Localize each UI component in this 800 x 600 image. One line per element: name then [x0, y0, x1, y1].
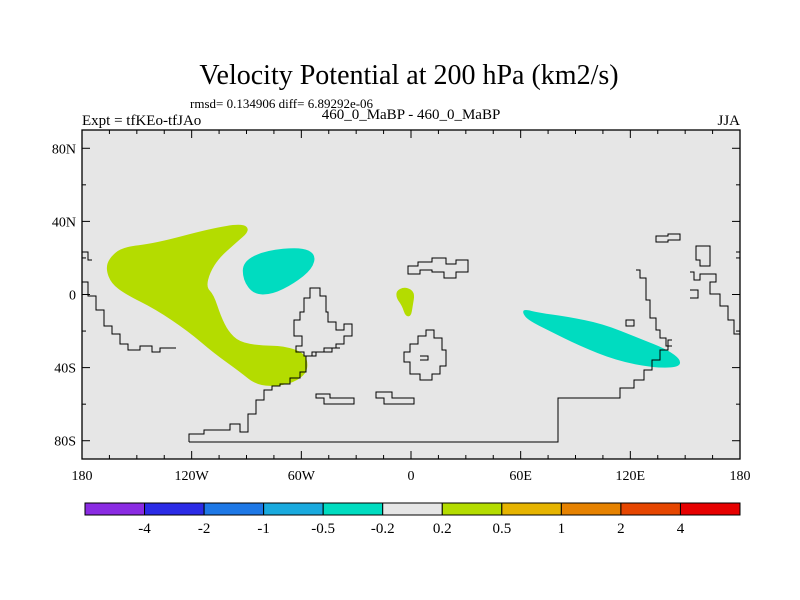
colorbar-label: -0.5 [311, 521, 335, 537]
colorbar-swatch [382, 502, 443, 516]
y-tick-label: 0 [69, 289, 76, 304]
colorbar-label: -0.2 [371, 521, 395, 537]
stats-text: rmsd= 0.134906 diff= 6.89292e-06 [190, 96, 374, 111]
x-axis: 180 120W 60W 0 60E 120E 180 [72, 130, 751, 484]
colorbar-swatch [144, 502, 205, 516]
colorbar-label: 1 [558, 521, 566, 537]
colorbar-swatch [203, 502, 265, 516]
colorbar-swatch [441, 502, 503, 516]
y-tick-label: 80N [52, 142, 76, 157]
anomaly-region-4 [523, 310, 681, 368]
anomaly-region-1 [106, 224, 308, 386]
case-label: 460_0_MaBP - 460_0_MaBP [322, 107, 501, 123]
colorbar-label: 4 [677, 521, 685, 537]
colorbar-label: 0.5 [492, 521, 511, 537]
anomaly-regions [106, 224, 681, 386]
colorbar-swatch [263, 502, 324, 516]
colorbar-label: 0.2 [433, 521, 452, 537]
anomaly-region-3 [242, 248, 315, 295]
x-tick-label: 120E [616, 469, 646, 484]
coastline [82, 233, 740, 443]
anomaly-region-2 [396, 287, 415, 317]
colorbar-swatch [84, 502, 146, 516]
x-tick-label: 60W [288, 469, 316, 484]
colorbar-label: -4 [138, 521, 151, 537]
y-tick-label: 80S [54, 435, 76, 450]
x-tick-label: 180 [72, 469, 93, 484]
x-tick-label: 60E [509, 469, 532, 484]
colorbar: -4 -2 -1 -0.5 -0.2 0.2 0.5 1 2 4 [84, 502, 741, 537]
experiment-label: Expt = tfKEo-tfJAo [82, 113, 201, 129]
colorbar-label: -1 [257, 521, 270, 537]
y-tick-label: 40N [52, 215, 76, 230]
x-tick-label: 120W [175, 469, 210, 484]
colorbar-swatch [620, 502, 681, 516]
chart-title: Velocity Potential at 200 hPa (km2/s) [199, 60, 618, 91]
y-axis: 80N 40N 0 40S 80S [52, 142, 740, 450]
x-tick-label: 180 [730, 469, 751, 484]
colorbar-swatch [501, 502, 562, 516]
colorbar-label: -2 [198, 521, 211, 537]
colorbar-swatch [560, 502, 622, 516]
x-tick-label: 0 [408, 469, 415, 484]
colorbar-swatch [679, 502, 741, 516]
colorbar-label: 2 [617, 521, 625, 537]
y-tick-label: 40S [54, 362, 76, 377]
season-label: JJA [717, 113, 740, 129]
colorbar-swatch [322, 502, 384, 516]
